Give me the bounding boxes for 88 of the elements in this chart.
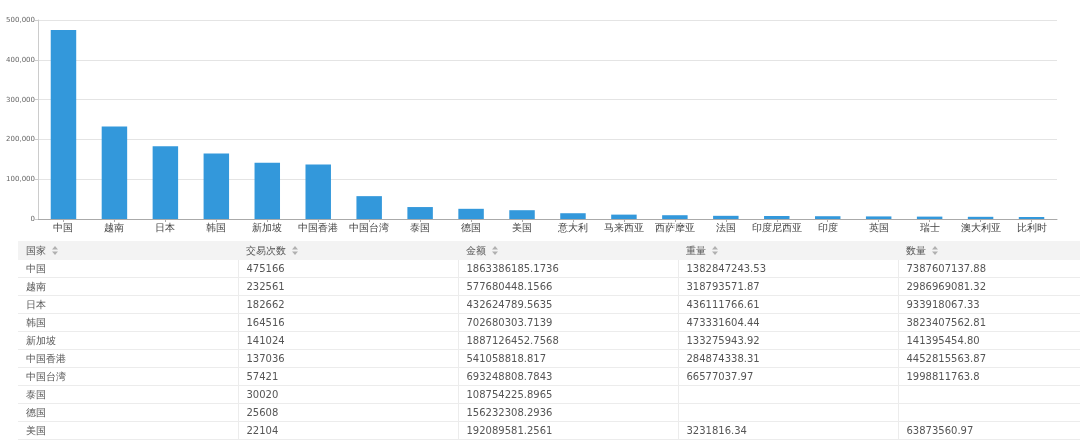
text: 德国: [26, 406, 46, 418]
text: 4452815563.87: [906, 353, 987, 364]
bar: [407, 207, 433, 219]
bar: [458, 208, 484, 219]
text: 108754225.8965: [466, 389, 553, 400]
text: 137036: [246, 353, 285, 364]
text: 318793571.87: [686, 281, 760, 292]
bar: [50, 29, 77, 219]
x-tick-label: 中国台湾: [349, 221, 390, 233]
text: 475166: [246, 263, 285, 274]
bar: [764, 216, 790, 219]
text: 693248808.7843: [466, 371, 553, 382]
x-tick-label: 韩国: [206, 221, 227, 233]
x-tick-label: 新加坡: [252, 221, 283, 233]
text: 232561: [246, 281, 285, 292]
x-tick-label: 中国: [53, 221, 74, 233]
bar: [662, 215, 688, 219]
x-tick-label: 澳大利亚: [960, 221, 1001, 233]
text: 新加坡: [26, 334, 56, 346]
x-tick-label: 意大利: [556, 221, 588, 233]
text: 284874338.31: [686, 353, 760, 364]
x-tick-label: 比利时: [1016, 221, 1047, 233]
text: 3231816.34: [686, 425, 747, 436]
text: 1887126452.7568: [466, 335, 559, 346]
text: 57421: [246, 371, 279, 382]
x-tick-label: 印度尼西亚: [751, 221, 802, 233]
category-label: 数量: [906, 244, 926, 256]
x-tick-label: 日本: [155, 221, 176, 233]
text: 182662: [246, 299, 285, 310]
x-tick-label: 美国: [512, 221, 533, 233]
text: 141395454.80: [906, 335, 980, 346]
x-tick-label: 越南: [104, 221, 125, 233]
x-tick-label: 马来西亚: [603, 221, 644, 233]
category-label: 国家: [26, 244, 46, 256]
text: 473331604.44: [686, 317, 760, 328]
text: 66577037.97: [686, 371, 754, 382]
text: 432624789.5635: [466, 299, 553, 310]
bar: [203, 153, 230, 219]
bar: [509, 210, 535, 219]
text: 63873560.97: [906, 425, 974, 436]
bar: [254, 162, 281, 219]
text: 541058818.817: [466, 353, 547, 364]
text: 1863386185.1736: [466, 263, 559, 274]
text: 192089581.2561: [466, 425, 553, 436]
text: 1382847243.53: [686, 263, 767, 274]
x-tick-label: 泰国: [410, 221, 431, 233]
text: 933918067.33: [906, 299, 980, 310]
text: 越南: [26, 280, 46, 292]
bar: [305, 164, 331, 219]
text: 泰国: [26, 388, 46, 400]
text: 日本: [26, 298, 46, 310]
bar: [814, 216, 841, 219]
text: 韩国: [26, 316, 46, 328]
text: 3823407562.81: [906, 317, 987, 328]
bar: [356, 196, 382, 219]
text: 25608: [246, 407, 279, 418]
x-tick-label: 瑞士: [919, 221, 940, 233]
text: 436111766.61: [686, 299, 760, 310]
text: 1998811763.8: [906, 371, 980, 382]
text: 美国: [26, 424, 46, 436]
text: 中国香港: [26, 352, 66, 364]
bar: [611, 214, 637, 219]
category-label: 重量: [686, 244, 706, 256]
text: 156232308.2936: [466, 407, 553, 418]
category-label: 金额: [466, 244, 486, 256]
text: 中国台湾: [26, 370, 66, 382]
text: 133275943.92: [686, 335, 760, 346]
category-label: 交易次数: [246, 244, 286, 256]
bar: [560, 213, 586, 219]
text: 7387607137.88: [906, 263, 987, 274]
text: 中国: [26, 262, 46, 274]
bar: [101, 126, 128, 219]
x-tick-label: 西萨摩亚: [654, 221, 695, 233]
text: 2986969081.32: [906, 281, 987, 292]
x-tick-label: 德国: [461, 221, 482, 233]
text: 30020: [246, 389, 279, 400]
text: 164516: [246, 317, 285, 328]
text: 702680303.7139: [466, 317, 553, 328]
x-tick-label: 中国香港: [298, 221, 339, 233]
bar: [713, 215, 739, 219]
text: 577680448.1566: [466, 281, 553, 292]
bar: [152, 146, 179, 219]
x-tick-label: 印度: [817, 221, 838, 233]
x-tick-label: 英国: [868, 221, 889, 233]
x-tick-label: 法国: [715, 221, 736, 233]
text: 22104: [246, 425, 279, 436]
bar: [865, 216, 892, 219]
text: 141024: [246, 335, 285, 346]
